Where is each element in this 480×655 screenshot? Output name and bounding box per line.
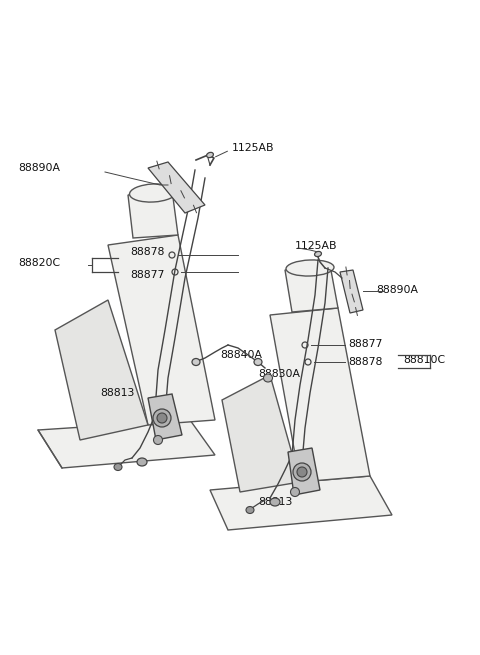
Ellipse shape: [270, 498, 280, 506]
Text: 88840A: 88840A: [220, 350, 262, 360]
Ellipse shape: [114, 464, 122, 470]
Polygon shape: [270, 308, 370, 482]
Ellipse shape: [153, 409, 171, 427]
Text: 88813: 88813: [100, 388, 134, 398]
Text: 88830A: 88830A: [258, 369, 300, 379]
Ellipse shape: [286, 260, 334, 276]
Text: 88813: 88813: [258, 497, 292, 507]
Ellipse shape: [314, 252, 322, 257]
Ellipse shape: [154, 436, 163, 445]
Polygon shape: [288, 448, 320, 495]
Polygon shape: [38, 420, 215, 468]
Polygon shape: [285, 265, 338, 312]
Text: 88890A: 88890A: [18, 163, 60, 173]
Polygon shape: [222, 375, 300, 492]
Ellipse shape: [297, 467, 307, 477]
Text: 88820C: 88820C: [18, 258, 60, 268]
Ellipse shape: [246, 506, 254, 514]
Ellipse shape: [192, 358, 200, 365]
Ellipse shape: [293, 463, 311, 481]
Ellipse shape: [290, 487, 300, 496]
Text: 88890A: 88890A: [376, 285, 418, 295]
Polygon shape: [55, 300, 148, 440]
Text: 88877: 88877: [130, 270, 164, 280]
Ellipse shape: [254, 358, 262, 365]
Polygon shape: [148, 162, 205, 213]
Polygon shape: [108, 235, 215, 425]
Text: 88878: 88878: [348, 357, 383, 367]
Text: 1125AB: 1125AB: [295, 241, 337, 251]
Ellipse shape: [130, 184, 177, 202]
Polygon shape: [340, 270, 363, 313]
Text: 1125AB: 1125AB: [232, 143, 275, 153]
Polygon shape: [210, 476, 392, 530]
Text: 88877: 88877: [348, 339, 383, 349]
Text: 88810C: 88810C: [403, 355, 445, 365]
Polygon shape: [148, 394, 182, 440]
Polygon shape: [128, 190, 178, 238]
Ellipse shape: [264, 374, 273, 382]
Text: 88878: 88878: [130, 247, 164, 257]
Ellipse shape: [137, 458, 147, 466]
Ellipse shape: [157, 413, 167, 423]
Ellipse shape: [206, 153, 214, 158]
